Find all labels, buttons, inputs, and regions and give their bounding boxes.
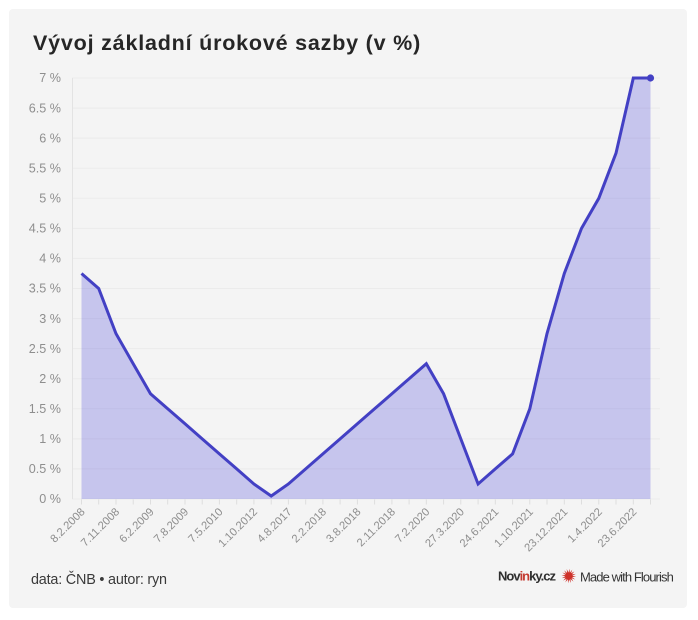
svg-text:7 %: 7 % xyxy=(39,71,61,85)
svg-text:1 %: 1 % xyxy=(39,432,61,446)
svg-text:6.2.2009: 6.2.2009 xyxy=(117,506,156,545)
svg-text:5 %: 5 % xyxy=(39,192,61,206)
svg-text:6.5 %: 6.5 % xyxy=(29,101,61,115)
svg-text:Made with Flourish: Made with Flourish xyxy=(580,570,674,585)
svg-text:2.5 %: 2.5 % xyxy=(29,342,61,356)
svg-text:Novinky.cz: Novinky.cz xyxy=(498,569,556,584)
svg-text:2.2.2018: 2.2.2018 xyxy=(290,506,329,545)
svg-text:6 %: 6 % xyxy=(39,131,61,145)
svg-text:0 %: 0 % xyxy=(39,492,61,506)
svg-text:1.5 %: 1.5 % xyxy=(29,402,61,416)
svg-text:2 %: 2 % xyxy=(39,372,61,386)
svg-text:0.5 %: 0.5 % xyxy=(29,462,61,476)
svg-text:4.8.2017: 4.8.2017 xyxy=(255,506,294,545)
svg-text:5.5 %: 5.5 % xyxy=(29,161,61,175)
svg-text:3.5 %: 3.5 % xyxy=(29,282,61,296)
svg-text:4 %: 4 % xyxy=(39,252,61,266)
svg-text:3 %: 3 % xyxy=(39,312,61,326)
svg-text:4.5 %: 4.5 % xyxy=(29,222,61,236)
svg-text:7.8.2009: 7.8.2009 xyxy=(152,506,191,545)
